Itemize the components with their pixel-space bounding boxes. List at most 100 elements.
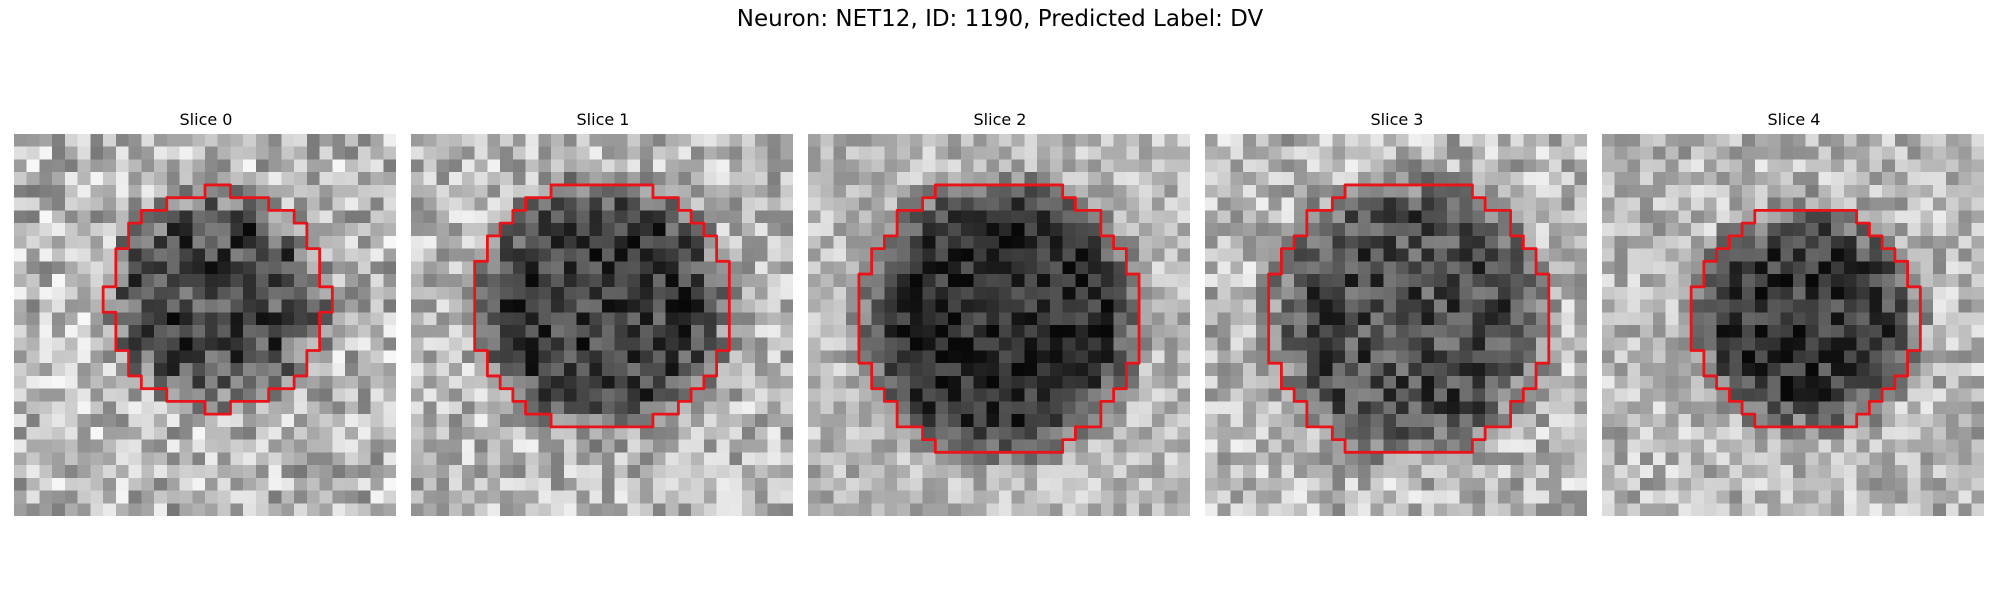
pixel <box>1357 146 1371 160</box>
pixel <box>306 299 320 313</box>
pixel <box>858 274 872 288</box>
pixel <box>563 477 577 491</box>
pixel <box>52 146 66 160</box>
pixel <box>436 134 450 147</box>
pixel <box>1268 159 1282 173</box>
pixel <box>1268 299 1282 313</box>
pixel <box>1716 452 1730 466</box>
pixel <box>716 477 730 491</box>
pixel <box>1894 375 1908 389</box>
pixel <box>383 159 396 173</box>
pixel <box>14 210 27 224</box>
pixel <box>1037 439 1051 453</box>
pixel <box>115 401 129 415</box>
pixel <box>1742 363 1756 377</box>
pixel <box>319 337 333 351</box>
pixel <box>461 325 475 338</box>
pixel <box>1691 350 1705 364</box>
pixel <box>935 439 949 453</box>
pixel <box>716 248 730 262</box>
pixel <box>1421 146 1435 160</box>
pixel <box>922 439 936 453</box>
pixel <box>1011 426 1025 440</box>
pixel <box>1958 134 1972 147</box>
pixel <box>294 477 308 491</box>
pixel <box>1945 350 1959 364</box>
pixel <box>780 503 793 516</box>
pixel <box>461 223 475 237</box>
pixel <box>1627 299 1641 313</box>
pixel <box>1843 477 1857 491</box>
pixel <box>192 286 206 300</box>
pixel <box>90 350 104 364</box>
pixel <box>1767 363 1781 377</box>
pixel <box>1716 337 1730 351</box>
pixel <box>1971 439 1984 453</box>
pixel <box>754 325 768 338</box>
pixel <box>1446 159 1460 173</box>
pixel <box>281 172 295 186</box>
pixel <box>1037 235 1051 249</box>
pixel <box>383 261 396 275</box>
pixel <box>474 477 488 491</box>
pixel <box>1691 223 1705 237</box>
pixel <box>1139 261 1153 275</box>
pixel <box>551 159 565 173</box>
pixel <box>1294 477 1308 491</box>
pixel <box>1485 274 1499 288</box>
pixel <box>294 184 308 198</box>
pixel <box>1691 134 1705 147</box>
pixel <box>1894 325 1908 338</box>
pixel <box>960 159 974 173</box>
pixel <box>294 235 308 249</box>
pixel <box>1151 274 1165 288</box>
pixel <box>1729 312 1743 326</box>
pixel <box>1729 452 1743 466</box>
pixel <box>487 299 501 313</box>
pixel <box>1742 350 1756 364</box>
pixel <box>999 490 1012 504</box>
pixel <box>1627 375 1641 389</box>
pixel <box>1037 426 1051 440</box>
pixel <box>678 325 692 338</box>
pixel <box>1602 286 1615 300</box>
pixel <box>999 172 1012 186</box>
pixel <box>154 172 168 186</box>
pixel <box>1497 452 1511 466</box>
pixel <box>1319 401 1333 415</box>
pixel <box>1831 299 1845 313</box>
pixel <box>14 299 27 313</box>
pixel <box>1100 248 1114 262</box>
pixel <box>922 197 936 211</box>
pixel <box>767 159 781 173</box>
pixel <box>26 210 40 224</box>
pixel <box>1882 248 1896 262</box>
panel-slice-1: Slice 1 <box>411 108 795 516</box>
pixel <box>128 197 142 211</box>
pixel <box>461 172 475 186</box>
pixel <box>808 350 821 364</box>
pixel <box>64 452 78 466</box>
pixel <box>780 299 793 313</box>
pixel <box>1665 223 1679 237</box>
pixel <box>538 286 552 300</box>
pixel <box>243 248 257 262</box>
pixel <box>1126 465 1140 479</box>
pixel <box>294 312 308 326</box>
pixel <box>1869 375 1883 389</box>
pixel <box>154 248 168 262</box>
pixel <box>14 350 27 364</box>
pixel <box>1780 274 1794 288</box>
pixel <box>1408 299 1422 313</box>
pixel <box>589 261 603 275</box>
pixel <box>833 184 847 198</box>
pixel <box>230 261 244 275</box>
pixel <box>39 363 53 377</box>
pixel <box>1485 414 1499 428</box>
pixel <box>1882 235 1896 249</box>
pixel <box>217 363 231 377</box>
pixel <box>128 261 142 275</box>
pixel <box>1856 465 1870 479</box>
pixel <box>64 388 78 402</box>
pixel <box>1831 312 1845 326</box>
